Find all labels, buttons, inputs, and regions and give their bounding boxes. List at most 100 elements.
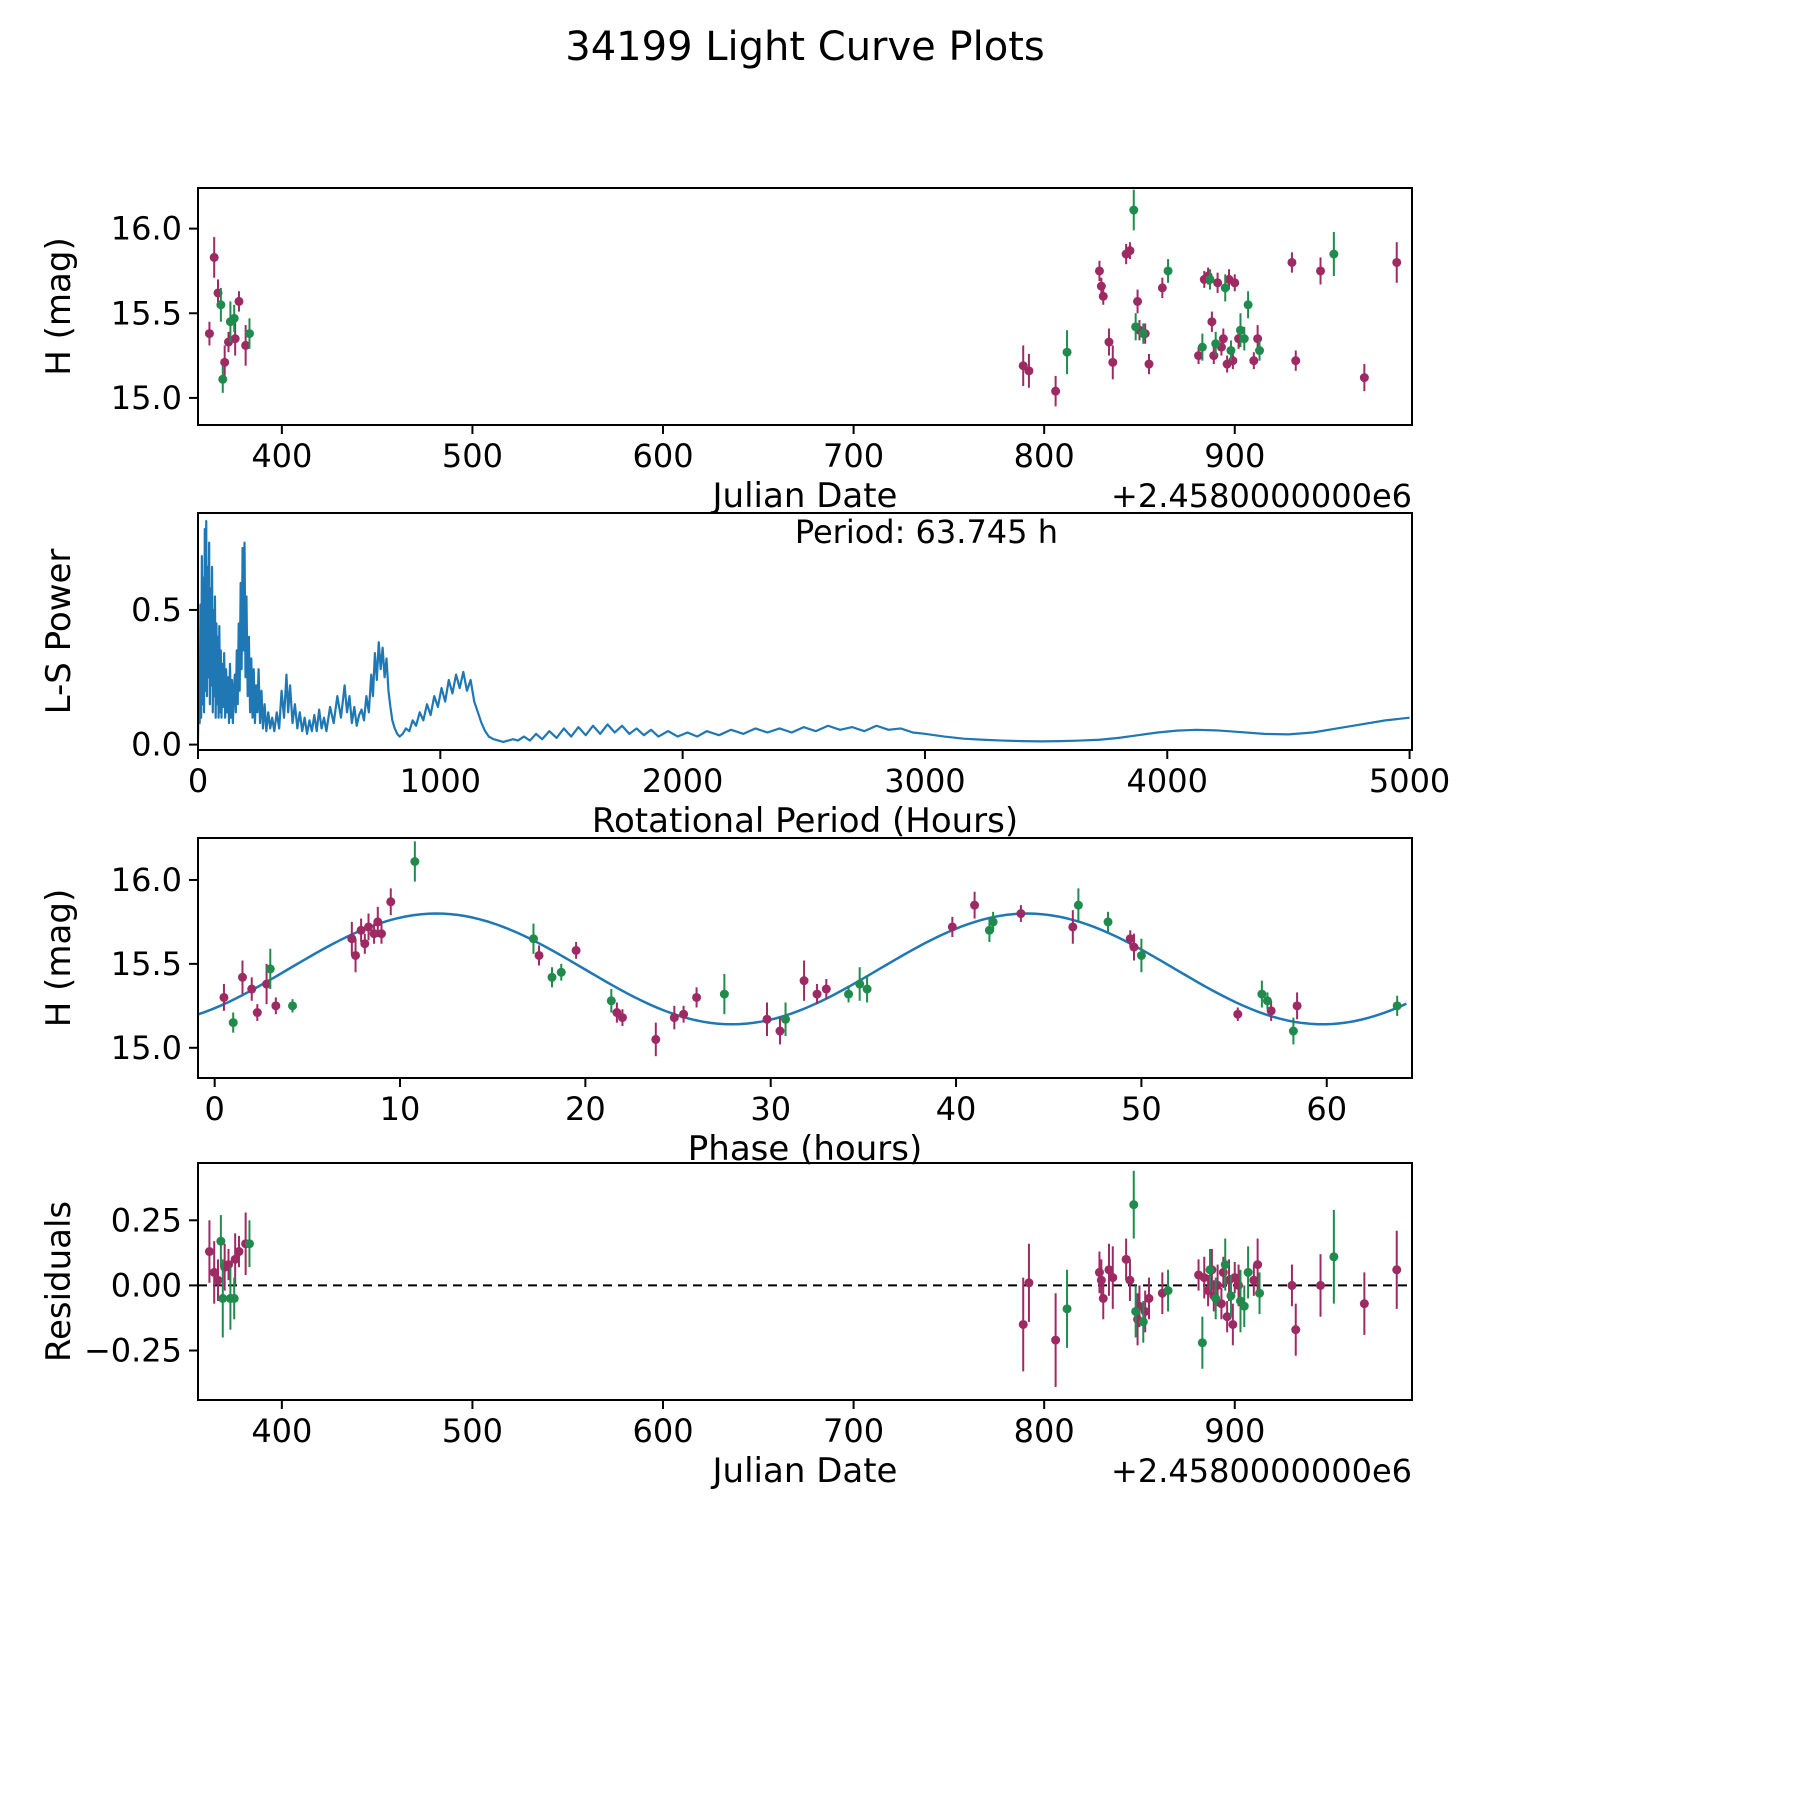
data-point xyxy=(1108,357,1118,367)
data-point xyxy=(1138,329,1148,339)
data-point xyxy=(1144,1293,1154,1303)
data-point xyxy=(1218,334,1228,344)
x-tick-label: 30 xyxy=(750,1090,791,1128)
data-point xyxy=(1207,317,1217,327)
data-point xyxy=(213,1275,223,1285)
data-point xyxy=(1291,356,1301,366)
data-point xyxy=(692,992,702,1002)
data-point xyxy=(1329,1252,1339,1262)
data-point xyxy=(204,1247,214,1257)
data-point xyxy=(1243,1267,1253,1277)
data-point xyxy=(571,945,581,955)
x-tick-label: 900 xyxy=(1204,1412,1265,1450)
data-point xyxy=(1104,337,1114,347)
data-point xyxy=(347,934,357,944)
periodogram-line xyxy=(196,519,1410,744)
x-tick-label: 500 xyxy=(442,1412,503,1450)
data-point xyxy=(230,1254,240,1264)
axes-frame xyxy=(197,512,1413,751)
data-point xyxy=(984,925,994,935)
period-annotation: Period: 63.745 h xyxy=(795,513,1058,551)
data-point xyxy=(351,950,361,960)
data-point xyxy=(617,1013,627,1023)
y-tick-label: 15.5 xyxy=(111,294,182,332)
data-point xyxy=(1359,373,1369,383)
data-point xyxy=(1239,1301,1249,1311)
data-point xyxy=(1220,283,1230,293)
residuals-panel: 400 500 600 700 800 900 −0.25 0.00 0.25 Julian Da… xyxy=(39,1162,1413,1491)
data-point xyxy=(651,1034,661,1044)
data-point xyxy=(230,334,240,344)
data-point xyxy=(1234,1280,1244,1290)
data-point xyxy=(1257,989,1267,999)
data-point xyxy=(247,984,257,994)
data-point xyxy=(1144,359,1154,369)
data-point xyxy=(228,1018,238,1028)
data-point xyxy=(288,1001,298,1011)
data-point xyxy=(1255,1288,1265,1298)
axes-frame xyxy=(197,1162,1413,1401)
x-tick-label: 800 xyxy=(1014,1412,1075,1450)
data-point xyxy=(1157,283,1167,293)
data-point xyxy=(237,972,247,982)
data-point xyxy=(862,984,872,994)
figure-title: 34199 Light Curve Plots xyxy=(565,24,1045,70)
y-axis-label: H (mag) xyxy=(39,889,79,1027)
data-point xyxy=(229,313,239,323)
y-tick-label: 16.0 xyxy=(111,861,182,899)
data-point xyxy=(369,929,379,939)
x-tick-label: 400 xyxy=(251,437,312,475)
y-tick-label: 16.0 xyxy=(111,210,182,248)
data-point xyxy=(223,1260,233,1270)
data-point xyxy=(679,1009,689,1019)
data-point xyxy=(1213,278,1223,288)
data-point xyxy=(216,300,226,310)
data-point xyxy=(1359,1299,1369,1309)
data-point xyxy=(1094,1267,1104,1277)
y-tick-label: 0.25 xyxy=(111,1201,182,1239)
x-tick-label: 1000 xyxy=(400,762,481,800)
data-point xyxy=(1197,342,1207,352)
data-point xyxy=(252,1008,262,1018)
data-point xyxy=(218,374,228,384)
y-tick-label: 15.5 xyxy=(111,945,182,983)
data-point xyxy=(1262,996,1272,1006)
data-point xyxy=(1163,1286,1173,1296)
x-axis-label: Rotational Period (Hours) xyxy=(592,801,1018,841)
data-point xyxy=(528,934,538,944)
data-point xyxy=(1098,291,1108,301)
x-tick-label: 40 xyxy=(936,1090,977,1128)
data-point xyxy=(373,917,383,927)
data-point xyxy=(1125,246,1135,256)
data-point xyxy=(1288,1026,1298,1036)
x-tick-label: 20 xyxy=(565,1090,606,1128)
data-point xyxy=(376,929,386,939)
data-point xyxy=(1018,1319,1028,1329)
y-axis-label: H (mag) xyxy=(39,237,79,375)
data-point xyxy=(1220,1260,1230,1270)
data-point xyxy=(1211,1293,1221,1303)
data-point xyxy=(799,976,809,986)
y-tick-label: 15.0 xyxy=(111,379,182,417)
data-point xyxy=(216,1236,226,1246)
data-point xyxy=(970,900,980,910)
y-tick-label: 0.5 xyxy=(131,591,182,629)
data-point xyxy=(1228,356,1238,366)
data-point xyxy=(1096,1275,1106,1285)
data-point xyxy=(1024,1278,1034,1288)
data-point xyxy=(762,1014,772,1024)
x-tick-label: 5000 xyxy=(1369,762,1450,800)
x-axis-label: Julian Date xyxy=(711,1451,898,1491)
data-point xyxy=(1230,1273,1240,1283)
data-point xyxy=(1216,1299,1226,1309)
data-point xyxy=(1291,1325,1301,1335)
x-tick-label: 10 xyxy=(380,1090,421,1128)
data-point xyxy=(204,329,214,339)
x-tick-label: 800 xyxy=(1014,437,1075,475)
y-tick-label: 15.0 xyxy=(111,1029,182,1067)
axes-frame xyxy=(197,187,1413,426)
data-point xyxy=(1197,1338,1207,1348)
data-point xyxy=(1138,1317,1148,1327)
data-point xyxy=(606,996,616,1006)
